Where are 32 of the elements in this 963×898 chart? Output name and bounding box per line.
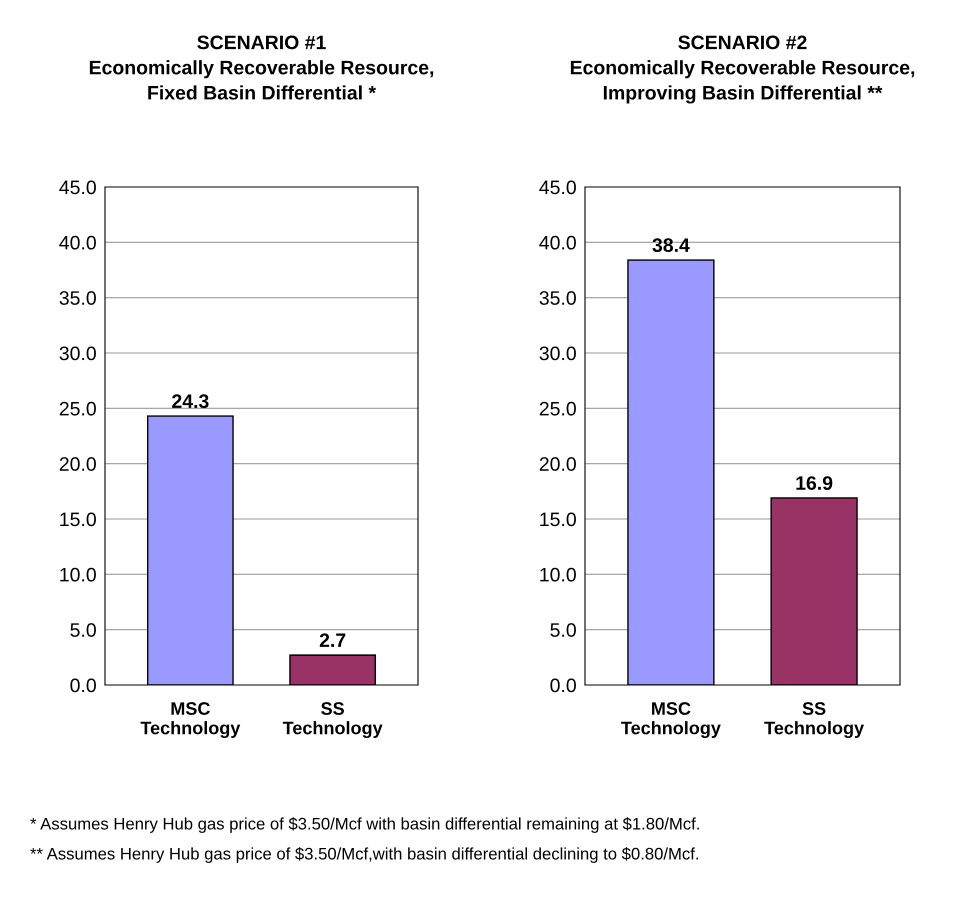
y-tick-label: 45.0 (539, 180, 576, 194)
y-tick-label: 20.0 (540, 457, 576, 471)
x-tick-label: MSC Technology (621, 702, 721, 738)
y-tick-label: 25.0 (60, 402, 96, 416)
y-tick-label: 10.0 (540, 568, 576, 582)
chart-title: SCENARIO #1 Economically Recoverable Resource, Fixed Basin Differential * (90, 36, 434, 100)
x-tick-label: SS Technology (764, 702, 864, 738)
chart-title: SCENARIO #2 Economically Recoverable Resource, Improving Basin Differential ** (570, 36, 914, 104)
y-tick-label: 35.0 (60, 291, 96, 305)
y-tick-label: 25.0 (540, 402, 576, 416)
y-tick-label: 35.0 (540, 291, 576, 305)
y-tick-label: 0.0 (70, 678, 96, 692)
y-tick-label: 15.0 (60, 512, 96, 526)
y-tick-label: 10.0 (60, 568, 96, 582)
data-label: 2.7 (320, 633, 346, 647)
text: ** Assumes Henry Hub gas price of $3.50/Mcf,with basin differential declining to $0.80/Mcf. (30, 847, 698, 863)
y-tick-label: 30.0 (60, 346, 96, 360)
y-tick-label: 0.0 (550, 678, 576, 692)
y-tick-label: 20.0 (60, 457, 96, 471)
y-tick-label: 15.0 (540, 512, 576, 526)
y-tick-label: 5.0 (70, 623, 96, 637)
data-label: 24.3 (172, 394, 209, 408)
text: * Assumes Henry Hub gas price of $3.50/Mcf with basin differential remaining at $1.80/Mcf. (30, 817, 699, 833)
y-tick-label: 40.0 (539, 236, 576, 250)
data-label: 16.9 (796, 476, 832, 490)
y-tick-label: 5.0 (550, 623, 576, 637)
x-tick-label: SS Technology (282, 702, 383, 738)
x-tick-label: MSC Technology (140, 702, 240, 738)
y-tick-label: 45.0 (59, 180, 96, 194)
y-tick-label: 40.0 (59, 236, 96, 250)
data-label: 38.4 (652, 238, 690, 252)
y-tick-label: 30.0 (540, 346, 576, 360)
